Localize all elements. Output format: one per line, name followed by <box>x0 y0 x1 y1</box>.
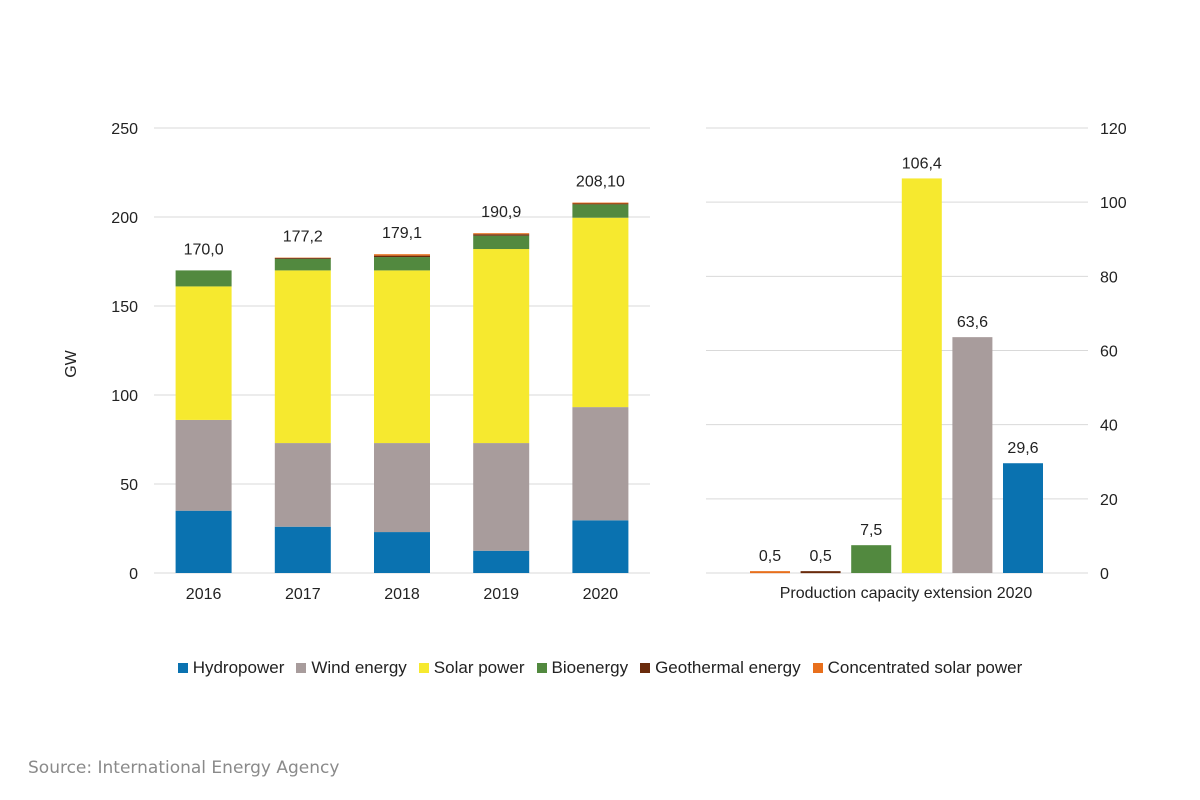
x-tick-label: 2017 <box>285 586 321 603</box>
x-tick-label: 2020 <box>583 586 619 603</box>
bar-segment <box>473 443 530 551</box>
x-axis-title-right: Production capacity extension 2020 <box>780 585 1033 602</box>
y-tick-label-right: 80 <box>1100 269 1118 286</box>
bar-segment <box>572 217 629 408</box>
bar <box>750 571 790 574</box>
bar-segment <box>374 257 430 271</box>
data-label: 7,5 <box>860 522 882 539</box>
bar <box>800 571 841 574</box>
bar-segment <box>473 233 530 235</box>
bar-segment <box>274 526 331 573</box>
bar-segment <box>374 254 430 256</box>
legend-label: Concentrated solar power <box>827 658 1023 677</box>
y-tick-label-right: 0 <box>1100 566 1109 583</box>
y-tick-label: 200 <box>111 210 138 227</box>
y-axis-title: GW <box>63 349 80 377</box>
legend-label: Solar power <box>433 658 525 677</box>
x-tick-label: 2018 <box>384 586 420 603</box>
bar <box>1003 463 1043 573</box>
y-tick-label-right: 20 <box>1100 492 1118 509</box>
bar-segment <box>473 550 530 573</box>
bar-segment <box>572 520 629 573</box>
x-tick-label: 2016 <box>186 586 222 603</box>
data-label: 0,5 <box>759 548 781 565</box>
legend-item: Hydropower <box>177 658 285 678</box>
legend-swatch <box>640 663 651 673</box>
bar-segment <box>274 257 331 259</box>
legend-item: Bioenergy <box>536 658 629 678</box>
y-tick-label-right: 100 <box>1100 195 1127 212</box>
bar-segment <box>374 443 430 533</box>
legend-label: Bioenergy <box>551 658 629 677</box>
bar <box>851 545 892 573</box>
bar-segment <box>175 510 232 573</box>
bar-segment <box>572 203 629 205</box>
bar-segment <box>374 532 430 573</box>
data-label: 29,6 <box>1007 440 1038 457</box>
bar-segment <box>473 249 530 444</box>
bar-segment <box>374 270 430 444</box>
y-tick-label: 50 <box>120 477 138 494</box>
total-label: 179,1 <box>382 225 422 242</box>
x-tick-label: 2019 <box>483 586 519 603</box>
legend: Hydropower Wind energy Solar power Bioenerg… <box>0 658 1200 678</box>
y-tick-label: 250 <box>111 121 138 138</box>
total-label: 190,9 <box>481 204 521 221</box>
y-tick-label: 100 <box>111 388 138 405</box>
bar-segment <box>572 202 629 204</box>
legend-item: Wind energy <box>296 658 407 678</box>
source-note: Source: International Energy Agency <box>28 758 340 778</box>
legend-label: Hydropower <box>192 658 285 677</box>
legend-label: Wind energy <box>311 658 407 677</box>
capacity-extension-bar-chart: 0 20 40 60 80 100 120 0,5 0,5 7,5 106,4 63,6 29,6 <box>706 121 1127 583</box>
bar-segment <box>274 443 331 527</box>
total-label: 170,0 <box>184 241 224 258</box>
data-label: 106,4 <box>902 155 942 172</box>
y-tick-label-right: 60 <box>1100 344 1118 361</box>
bar-segment <box>274 270 331 444</box>
bar-segment <box>274 258 331 271</box>
bar-segment <box>473 235 530 250</box>
bar-segment <box>175 270 232 287</box>
y-tick-label-right: 40 <box>1100 418 1118 435</box>
legend-swatch <box>536 663 547 673</box>
bar-segment <box>175 286 232 420</box>
data-label: 63,6 <box>957 314 988 331</box>
legend-swatch <box>296 663 307 673</box>
y-tick-label: 0 <box>129 566 138 583</box>
y-tick-label-right: 120 <box>1100 121 1127 138</box>
stacked-bar-chart: 0 50 100 150 200 250 170,0 2016 177,2 2017 179,1 20… <box>111 121 650 603</box>
legend-item: Concentrated solar power <box>812 658 1023 678</box>
total-label: 208,10 <box>576 174 625 191</box>
legend-label: Geothermal energy <box>655 658 801 677</box>
bar <box>952 337 993 573</box>
bar-segment <box>572 204 629 218</box>
legend-item: Geothermal energy <box>640 658 801 678</box>
legend-swatch <box>812 663 823 673</box>
y-tick-label: 150 <box>111 299 138 316</box>
bar-segment <box>374 255 430 258</box>
bar <box>901 178 942 573</box>
bar-segment <box>572 407 629 521</box>
legend-swatch <box>177 663 188 673</box>
bar-segment <box>175 419 232 511</box>
bar-segment <box>473 234 530 236</box>
legend-swatch <box>418 663 429 673</box>
legend-item: Solar power <box>418 658 525 678</box>
total-label: 177,2 <box>283 229 323 246</box>
data-label: 0,5 <box>809 548 831 565</box>
